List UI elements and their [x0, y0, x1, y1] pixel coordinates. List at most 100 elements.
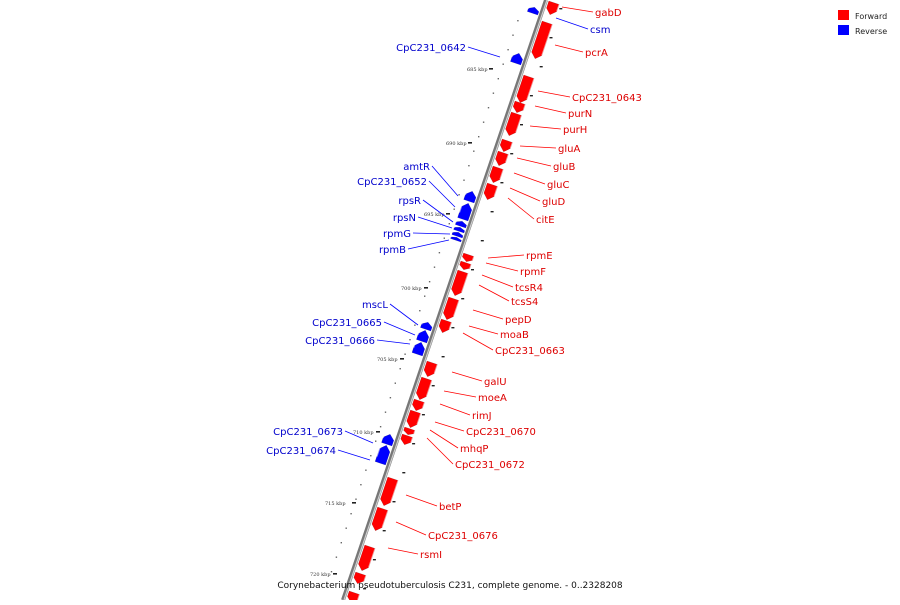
leader-line [434, 421, 465, 432]
minor-tick [497, 78, 499, 80]
gene-label-moea[interactable]: moeA [478, 393, 507, 404]
minor-tick [507, 49, 509, 51]
gene-label-rpsn[interactable]: rpsN [393, 213, 416, 224]
gene-block-cpc231-0643[interactable] [516, 74, 535, 104]
gene-block-cpc231-0666[interactable] [411, 340, 425, 357]
minor-tick [433, 266, 436, 268]
gene-block-pepd[interactable] [443, 296, 460, 321]
minor-tick [345, 527, 347, 529]
minor-tick [409, 339, 411, 341]
gene-label-mscl[interactable]: mscL [362, 300, 388, 311]
gene-label-cpc231-0673[interactable]: CpC231_0673 [273, 427, 343, 438]
minor-tick [379, 426, 382, 428]
gene-block-cpc231-0642[interactable] [510, 51, 523, 66]
dash-mark [471, 269, 474, 271]
gene-block-glub[interactable] [495, 150, 510, 167]
gene-label-rpme[interactable]: rpmE [526, 251, 553, 262]
gene-label-pepd[interactable]: pepD [505, 315, 532, 326]
gene-label-rsmi[interactable]: rsmI [420, 550, 442, 561]
gene-label-cpc231-0665[interactable]: CpC231_0665 [312, 318, 382, 329]
gene-block-gluc[interactable] [489, 165, 505, 184]
gene-label-cpc231-0663[interactable]: CpC231_0663 [495, 346, 565, 357]
gene-label-cpc231-0652[interactable]: CpC231_0652 [357, 177, 427, 188]
gene-label-betp[interactable]: betP [439, 502, 461, 513]
gene-block-cpc231-0665[interactable] [416, 328, 430, 344]
gene-block-glud[interactable] [483, 182, 499, 201]
gene-block-cpc231-0672[interactable] [400, 433, 414, 446]
gene-label-glud[interactable]: gluD [542, 197, 565, 208]
gene-block-purh[interactable] [505, 111, 523, 137]
legend-label-forward: Forward [855, 12, 887, 21]
gene-block-moea[interactable] [415, 376, 433, 401]
tick-label: 690 kbp [446, 141, 467, 147]
gene-label-rpmf[interactable]: rpmF [520, 267, 546, 278]
gene-label-cpc231-0674[interactable]: CpC231_0674 [266, 446, 336, 457]
gene-label-rpsr[interactable]: rpsR [398, 196, 421, 207]
leader-line [431, 165, 459, 197]
leader-line [389, 303, 419, 326]
gene-block-rpsn[interactable] [453, 225, 465, 234]
gene-label-cpc231-0642[interactable]: CpC231_0642 [396, 43, 466, 54]
gene-label-purn[interactable]: purN [568, 109, 592, 120]
gene-block-purn[interactable] [512, 100, 527, 114]
gene-block-moab[interactable] [438, 318, 453, 334]
gene-block-mhqp[interactable] [403, 426, 416, 435]
gene-block-rsmi[interactable] [358, 544, 376, 572]
gene-label-pcra[interactable]: pcrA [585, 48, 608, 59]
gene-block-pcra[interactable] [531, 20, 554, 60]
gene-block-gabd[interactable] [546, 0, 561, 16]
gene-label-rpmb[interactable]: rpmB [379, 245, 406, 256]
gene-block-galu[interactable] [423, 360, 439, 378]
minor-tick [517, 20, 519, 22]
gene-block-mscl[interactable] [420, 320, 433, 332]
gene-label-cite[interactable]: citE [536, 215, 555, 226]
minor-tick [394, 382, 396, 384]
gene-label-galu[interactable]: galU [484, 377, 507, 388]
legend-label-reverse: Reverse [855, 27, 887, 36]
gene-block-rpme[interactable] [462, 252, 475, 262]
tick-label: 685 kbp [467, 67, 488, 73]
leader-line [467, 46, 501, 58]
gene-block-betp[interactable] [380, 476, 399, 507]
gene-block-extra[interactable] [353, 571, 367, 585]
leader-line [507, 197, 535, 220]
minor-tick [330, 571, 333, 573]
gene-block-rpmf[interactable] [459, 260, 473, 270]
leader-line [395, 521, 427, 536]
gene-block-cpc231-0674[interactable] [374, 443, 391, 466]
gene-block-rpmb[interactable] [450, 235, 462, 243]
gene-label-glua[interactable]: gluA [558, 144, 580, 155]
gene-label-cpc231-0676[interactable]: CpC231_0676 [428, 531, 498, 542]
gene-label-amtr[interactable]: amtR [403, 162, 430, 173]
gene-block-cpc231-0676[interactable] [371, 506, 389, 532]
gene-label-cpc231-0672[interactable]: CpC231_0672 [455, 460, 525, 471]
gene-label-gluc[interactable]: gluC [547, 180, 569, 191]
gene-label-csm[interactable]: csm [590, 25, 610, 36]
gene-label-rpmg[interactable]: rpmG [383, 229, 411, 240]
gene-label-glub[interactable]: gluB [553, 162, 575, 173]
gene-label-cpc231-0666[interactable]: CpC231_0666 [305, 336, 375, 347]
gene-label-moab[interactable]: moaB [500, 330, 529, 341]
gene-block-cpc231-0673[interactable] [381, 432, 395, 447]
gene-block-cpc231-0670[interactable] [406, 409, 422, 429]
minor-tick [335, 556, 338, 558]
minor-tick [428, 281, 431, 283]
gene-block-amtr[interactable] [463, 189, 477, 204]
gene-block-rpsr[interactable] [454, 219, 467, 229]
gene-block-glua[interactable] [499, 138, 514, 153]
gene-block-bottom[interactable] [347, 590, 361, 604]
gene-block-rpmg[interactable] [451, 230, 464, 239]
gene-label-cpc231-0670[interactable]: CpC231_0670 [466, 427, 536, 438]
gene-block-csm[interactable] [526, 5, 540, 16]
gene-label-tcss4[interactable]: tcsS4 [511, 297, 538, 308]
gene-label-rimj[interactable]: rimJ [472, 411, 492, 422]
gene-block-tcsr4[interactable] [451, 269, 469, 297]
gene-label-mhqp[interactable]: mhqP [460, 444, 488, 455]
gene-label-cpc231-0643[interactable]: CpC231_0643 [572, 93, 642, 104]
gene-label-tcsr4[interactable]: tcsR4 [515, 283, 543, 294]
gene-block-rimj[interactable] [412, 398, 426, 412]
gene-block-cpc231-0652[interactable] [457, 201, 473, 222]
gene-label-purh[interactable]: purH [563, 125, 587, 136]
gene-label-gabd[interactable]: gabD [595, 8, 622, 19]
dash-mark [500, 182, 504, 184]
